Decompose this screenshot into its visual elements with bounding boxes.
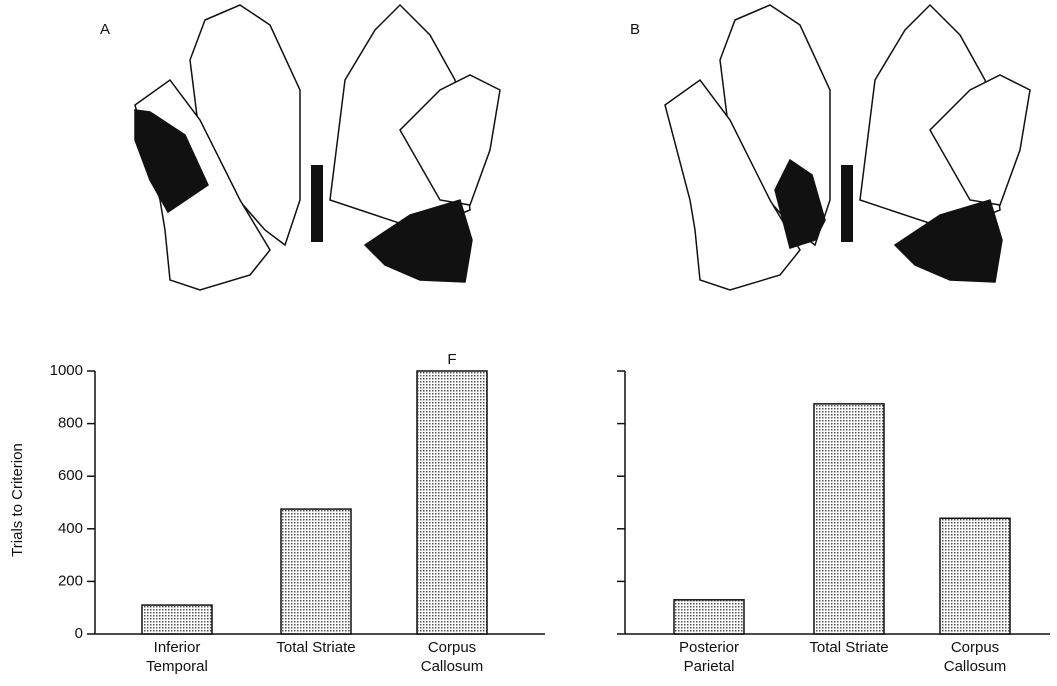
bar: [939, 517, 1011, 635]
x-tick-label-box: Total Striate: [809, 639, 889, 656]
bar: [813, 403, 885, 635]
x-tick-label-box: Total Striate: [276, 639, 356, 656]
x-tick-label: Total Striate: [809, 639, 889, 656]
x-tick-label-box: Inferior Temporal: [146, 639, 208, 675]
x-tick-label: Total Striate: [276, 639, 356, 656]
y-tick-label: 200: [58, 572, 83, 589]
x-tick-label: Corpus Callosum: [943, 639, 1007, 675]
annotation: F: [447, 351, 456, 368]
panel-label: B: [630, 21, 640, 38]
bar: [280, 508, 352, 635]
x-tick-label-box: Corpus Callosum: [943, 639, 1007, 675]
x-tick-label-box: Posterior Parietal: [678, 639, 740, 675]
x-tick-label-box: Corpus Callosum: [420, 639, 484, 675]
y-tick-label: 600: [58, 467, 83, 484]
bar: [416, 370, 488, 635]
brain-drawing-a: [134, 3, 501, 291]
y-tick-label: 0: [75, 625, 83, 642]
x-tick-label: Inferior Temporal: [146, 639, 208, 675]
y-tick-label: 1000: [50, 362, 83, 379]
y-axis-label: Trials to Criterion: [9, 443, 26, 557]
y-tick-label: 400: [58, 520, 83, 537]
panel-label: A: [100, 21, 110, 38]
y-tick-label: 800: [58, 415, 83, 432]
x-tick-label: Corpus Callosum: [420, 639, 484, 675]
bar: [141, 604, 213, 635]
bar: [673, 599, 745, 635]
brain-drawing-b: [664, 3, 1031, 291]
x-tick-label: Posterior Parietal: [678, 639, 740, 675]
